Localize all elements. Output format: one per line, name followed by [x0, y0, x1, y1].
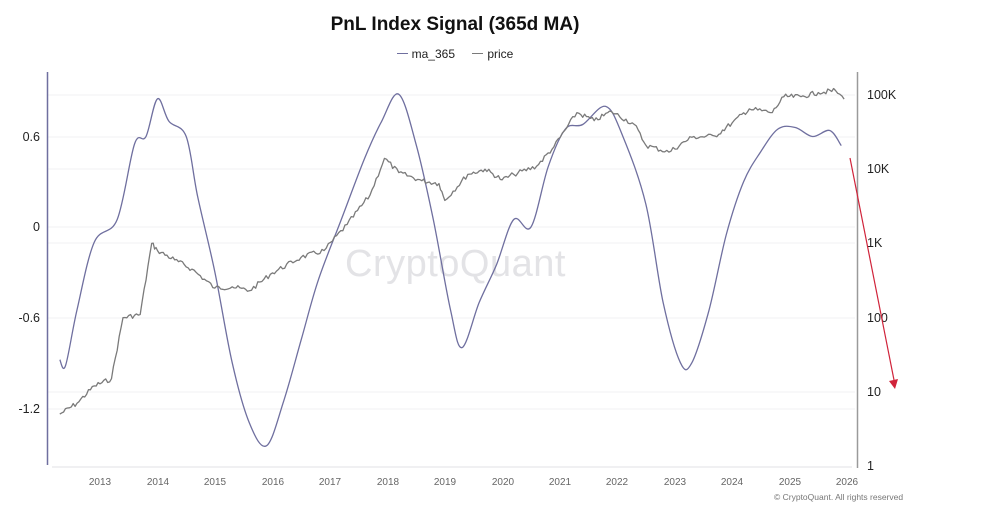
chart-legend: ma_365 price [0, 43, 910, 61]
ytick-right-4: 10 [867, 385, 881, 399]
xtick: 2024 [721, 477, 744, 488]
xtick: 2017 [319, 477, 342, 488]
ytick-left-0: 0.6 [23, 130, 40, 144]
ytick-right-2: 1K [867, 236, 883, 250]
left-axis-ticks: 0.6 0 -0.6 -1.2 [18, 130, 40, 416]
xtick: 2021 [549, 477, 572, 488]
ytick-left-1: 0 [33, 220, 40, 234]
legend-item-ma365[interactable]: ma_365 [396, 46, 455, 61]
xtick: 2016 [262, 477, 285, 488]
red-arrow-annotation [849, 157, 898, 389]
ytick-right-3: 100 [867, 311, 888, 325]
copyright-notice: © CryptoQuant. All rights reserved [774, 492, 904, 502]
ytick-right-0: 100K [867, 88, 897, 102]
gridlines [48, 94, 855, 410]
ytick-left-3: -1.2 [18, 402, 40, 416]
legend-label-price: price [487, 46, 514, 61]
xtick: 2014 [147, 477, 170, 488]
xtick: 2022 [606, 477, 629, 488]
arrow-head-icon [889, 379, 898, 389]
watermark: CryptoQuant [345, 243, 566, 285]
chart-title: PnL Index Signal (365d MA) [330, 14, 580, 35]
xtick: 2018 [377, 477, 400, 488]
legend-swatch-price [472, 53, 484, 54]
series-ma365-line[interactable] [59, 93, 842, 447]
x-axis-ticks: 2013 2014 2015 2016 2017 2018 2019 2020 … [89, 477, 859, 488]
xtick: 2025 [779, 477, 802, 488]
right-axis-ticks: 100K 10K 1K 100 10 1 [867, 88, 897, 473]
series-price-line[interactable] [59, 87, 845, 415]
ytick-right-5: 1 [867, 459, 874, 473]
ytick-right-1: 10K [867, 162, 890, 176]
xtick: 2023 [664, 477, 687, 488]
legend-label-ma365: ma_365 [411, 46, 455, 61]
xtick: 2015 [204, 477, 227, 488]
legend-item-price[interactable]: price [472, 47, 513, 61]
xtick: 2020 [492, 477, 515, 488]
xtick: 2019 [434, 477, 457, 488]
xtick: 2026 [836, 477, 859, 488]
ytick-left-2: -0.6 [18, 311, 40, 325]
xtick: 2013 [89, 477, 112, 488]
legend-swatch-ma365 [396, 53, 408, 54]
